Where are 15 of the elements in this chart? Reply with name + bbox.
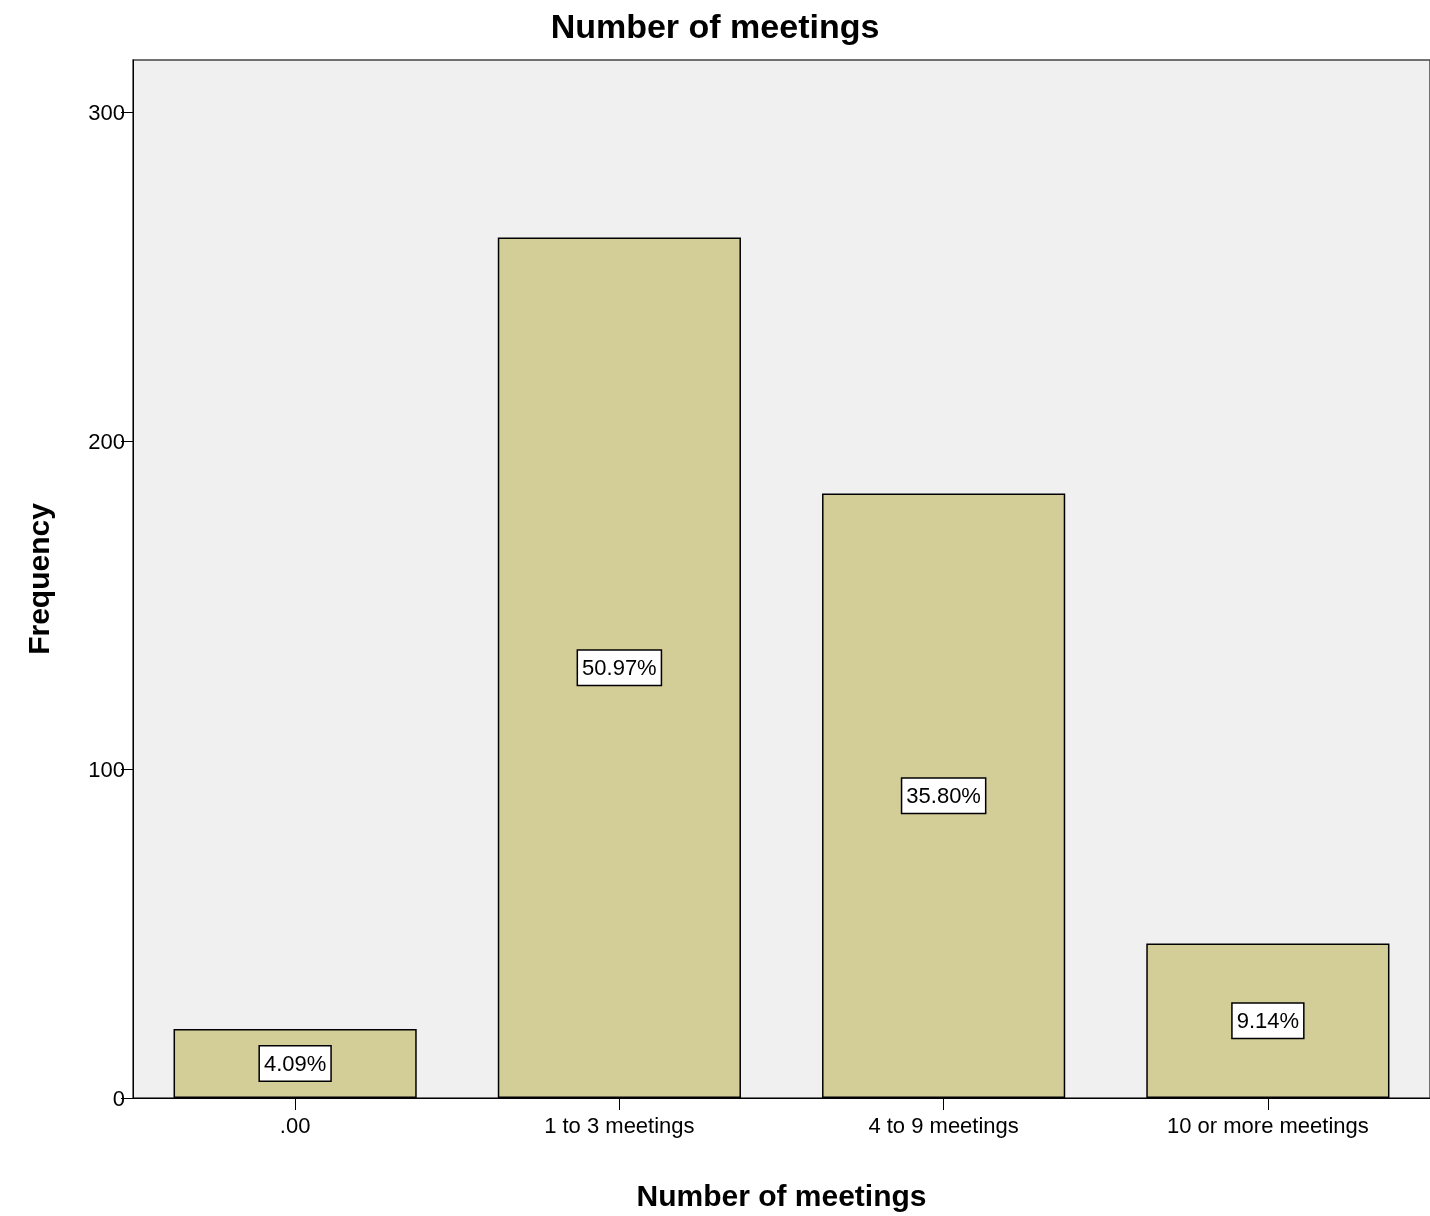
annotation: 35.80%	[906, 783, 981, 809]
y-tick-label: 0	[112, 1085, 125, 1111]
y-axis-title: Frequency	[21, 502, 55, 655]
y-tick-label: 100	[88, 757, 125, 783]
x-tick-label: .00	[279, 1112, 311, 1138]
annotation: 4.09%	[263, 1051, 327, 1077]
x-axis-title: Number of meetings	[636, 1178, 927, 1212]
x-tick-label: 10 or more meetings	[1166, 1112, 1369, 1138]
y-tick-label: 200	[88, 428, 125, 454]
x-tick-label: 1 to 3 meetings	[544, 1112, 695, 1138]
annotation: 50.97%	[582, 655, 657, 681]
x-tick-label: 4 to 9 meetings	[868, 1112, 1019, 1138]
y-tick-label: 300	[88, 100, 125, 126]
annotation: 9.14%	[1236, 1008, 1300, 1034]
chart-title: Number of meetings	[550, 7, 880, 45]
